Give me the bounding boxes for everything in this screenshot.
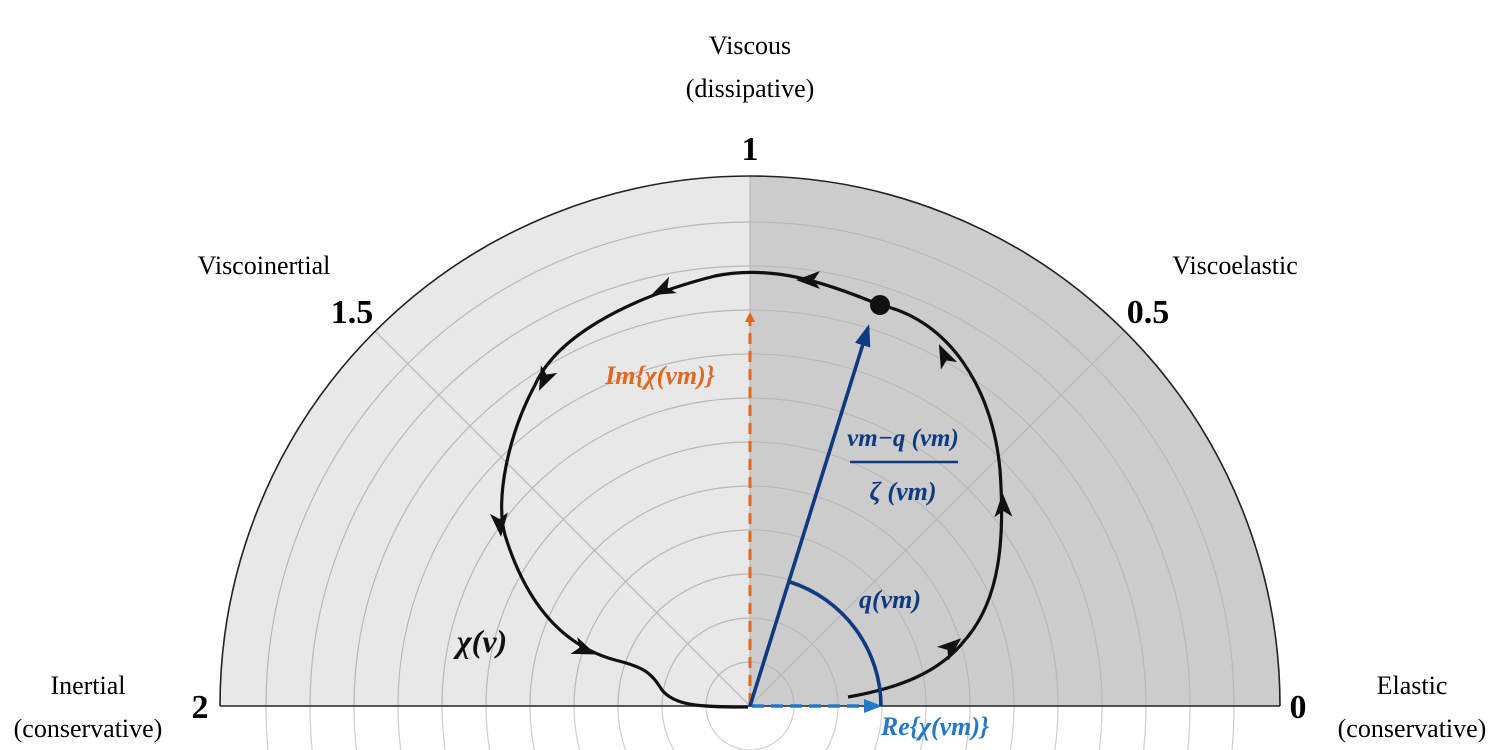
curve-label: χ(ν) <box>453 623 507 659</box>
arrow-marker <box>538 365 558 391</box>
arrow-marker <box>937 638 962 661</box>
label-inertial-conservative: (conservative) <box>14 714 163 743</box>
angle-label: q(νm) <box>859 585 921 614</box>
fraction-numerator: νm−q (νm) <box>847 425 959 452</box>
label-dissipative: (dissipative) <box>686 74 815 103</box>
phase-angle-arc <box>789 580 883 707</box>
fraction-denominator: ζ (νm) <box>869 477 936 506</box>
chi-curve <box>500 270 1004 709</box>
tick-upper-right: 0.5 <box>1127 294 1170 331</box>
label-viscoelastic: Viscoelastic <box>1172 251 1298 280</box>
arrow-marker <box>796 271 820 289</box>
tick-upper-left: 1.5 <box>331 294 374 331</box>
tick-top: 1 <box>742 131 759 168</box>
label-viscous: Viscous <box>709 31 791 60</box>
label-elastic-conservative: (conservative) <box>1338 714 1487 743</box>
arrow-marker <box>938 344 958 370</box>
arrow-marker <box>489 512 508 537</box>
label-inertial: Inertial <box>50 671 125 700</box>
point-nu-m <box>870 295 890 315</box>
tick-left: 2 <box>192 689 209 726</box>
arrow-marker <box>651 276 677 296</box>
curve-direction-arrows <box>489 271 1013 661</box>
arrow-marker <box>994 493 1013 518</box>
outer-boundary <box>219 175 1281 707</box>
arrow-marker <box>570 637 597 655</box>
response-vector <box>748 324 871 707</box>
label-elastic: Elastic <box>1377 671 1448 700</box>
imag-label: Im{χ(νm)} <box>604 361 715 390</box>
label-viscoinertial: Viscoinertial <box>198 251 331 280</box>
real-label: Re{χ(νm)} <box>880 712 989 741</box>
tick-right: 0 <box>1290 689 1307 726</box>
